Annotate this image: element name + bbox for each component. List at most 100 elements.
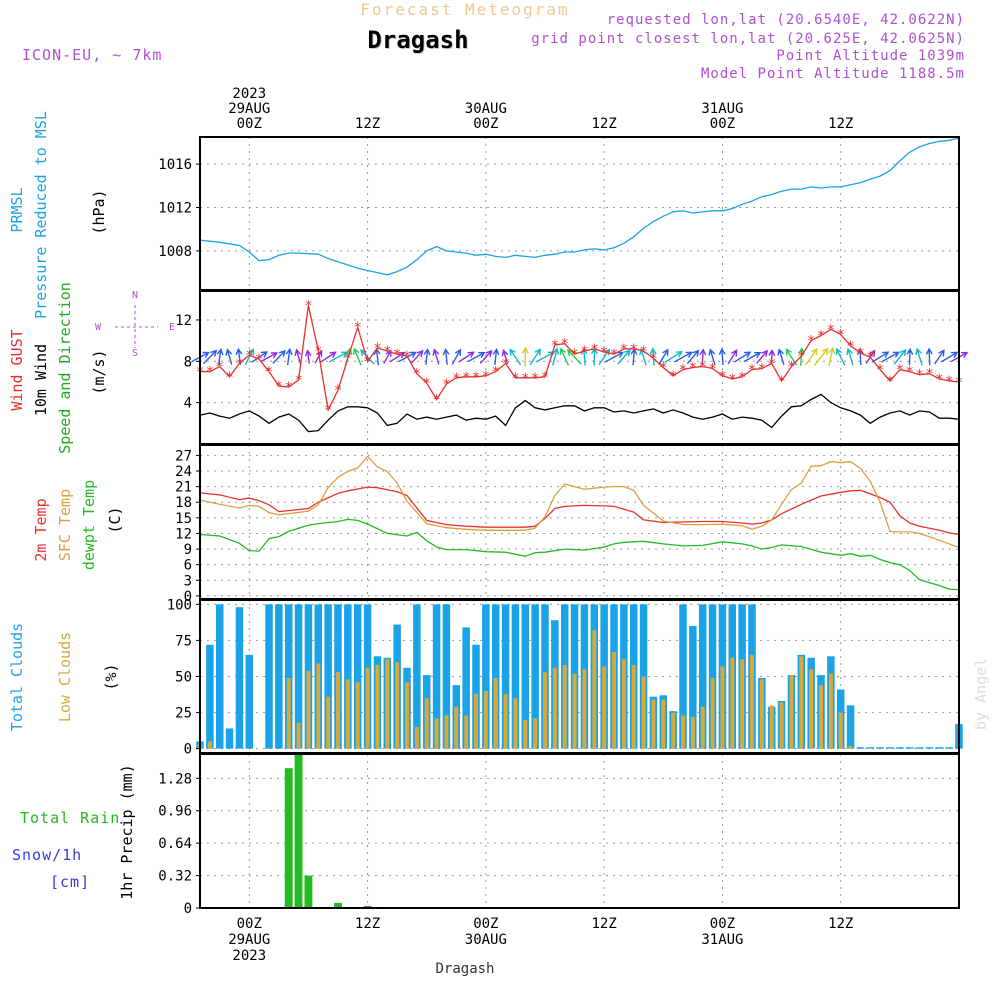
low-cloud-bar [395,662,399,749]
y-tick-label: 12 [175,526,192,542]
gust-marker: * [817,328,825,344]
gust-marker: * [334,383,342,399]
temp-series-line [200,519,959,589]
gust-marker: * [560,337,568,353]
y-tick-label: 4 [184,396,192,412]
low-cloud-bar [366,668,370,749]
y-tick-label: 9 [184,542,192,558]
temp-axis-label: dewpt Temp [80,480,98,570]
low-cloud-bar [563,665,567,749]
wind-frame [200,291,959,444]
gust-marker: * [413,367,421,383]
gust-marker: * [590,342,598,358]
gust-marker: * [718,369,726,385]
low-cloud-bar [306,671,310,749]
low-cloud-bar [602,666,606,748]
gust-marker: * [708,362,716,378]
gust-marker: * [304,298,312,314]
top-time-label: 00Z [710,116,735,132]
temp-axis-label: 2m Temp [32,498,50,561]
gust-marker: * [215,359,223,375]
pressure-axis-label: Pressure Reduced to MSL [32,111,50,319]
rain-bar [304,876,312,908]
gust-marker: * [472,370,480,386]
point-altitude: Point Altitude 1039m [776,48,965,64]
precip-legend-label: Total Rain [20,809,120,827]
gust-marker: * [462,370,470,386]
total-cloud-bar [886,747,893,748]
y-tick-label: 21 [175,480,192,496]
y-tick-label: 50 [175,670,192,686]
precip-frame [200,754,959,908]
gust-marker: * [344,351,352,367]
gust-marker: * [531,371,539,387]
y-tick-label: 1.28 [158,771,192,787]
low-cloud-bar [385,659,389,748]
low-cloud-bar [711,678,715,749]
grid-layer [200,137,959,908]
gust-marker: * [807,334,815,350]
y-tick-label: 6 [184,558,192,574]
location-title: Dragash [367,26,468,54]
gust-marker: * [353,320,361,336]
low-cloud-bar [770,705,774,748]
low-cloud-bar [720,666,724,748]
model-point-altitude: Model Point Altitude 1188.5m [701,66,965,82]
y-tick-label: 27 [175,448,192,464]
total-cloud-bar [896,747,903,748]
low-cloud-bar [839,713,843,749]
low-cloud-bar [346,679,350,748]
total-cloud-bar [926,747,933,748]
low-cloud-bar [208,741,212,748]
total-cloud-bar [906,747,913,748]
gust-marker: * [373,341,381,357]
low-cloud-bar [642,677,646,749]
low-cloud-bar [523,720,527,749]
total-cloud-bar [275,604,282,748]
low-cloud-bar [612,652,616,749]
gust-marker: * [501,356,509,372]
low-cloud-bar [375,665,379,749]
temp-frame [200,445,959,599]
gust-marker: * [827,322,835,338]
low-cloud-bar [444,715,448,748]
y-tick-label: 0.32 [158,869,192,885]
gust-marker: * [491,365,499,381]
bottom-time-label: 12Z [828,916,853,932]
low-cloud-bar [494,678,498,749]
low-cloud-bar [799,656,803,748]
gust-marker: * [856,346,864,362]
total-cloud-bar [936,747,943,748]
gust-marker: * [482,369,490,385]
low-cloud-bar [789,675,793,749]
total-cloud-bar [216,604,223,748]
gust-marker: * [521,371,529,387]
wind-axis-label: (m/s) [90,349,108,394]
y-tick-label: 0 [184,742,192,758]
bottom-time-label: 12Z [591,916,616,932]
gust-marker: * [610,347,618,363]
rain-bar [295,754,303,908]
low-cloud-bar [573,674,577,749]
low-cloud-bar [553,668,557,749]
low-cloud-bar [454,707,458,749]
bottom-time-label: 00Z [710,916,735,932]
bottom-time-label: 00Z [237,916,262,932]
pressure-axis-label: PRMSL [8,187,26,232]
low-cloud-bar [701,707,705,749]
y-tick-label: 25 [175,706,192,722]
wind-axis-label: Speed and Direction [56,282,74,454]
gust-marker: * [738,370,746,386]
top-time-label: 12Z [355,116,380,132]
pressure-series-line [200,138,959,275]
gust-marker: * [915,368,923,384]
precip-axis-label: 1hr Precip (mm) [118,764,136,899]
low-cloud-bar [730,658,734,749]
low-cloud-bar [740,659,744,748]
y-tick-label: 0.64 [158,836,192,852]
gust-marker: * [551,338,559,354]
model-label: ICON-EU, ~ 7km [22,46,162,64]
temp-series-line [200,487,959,534]
y-tick-label: 8 [184,354,192,370]
gust-marker: * [363,354,371,370]
